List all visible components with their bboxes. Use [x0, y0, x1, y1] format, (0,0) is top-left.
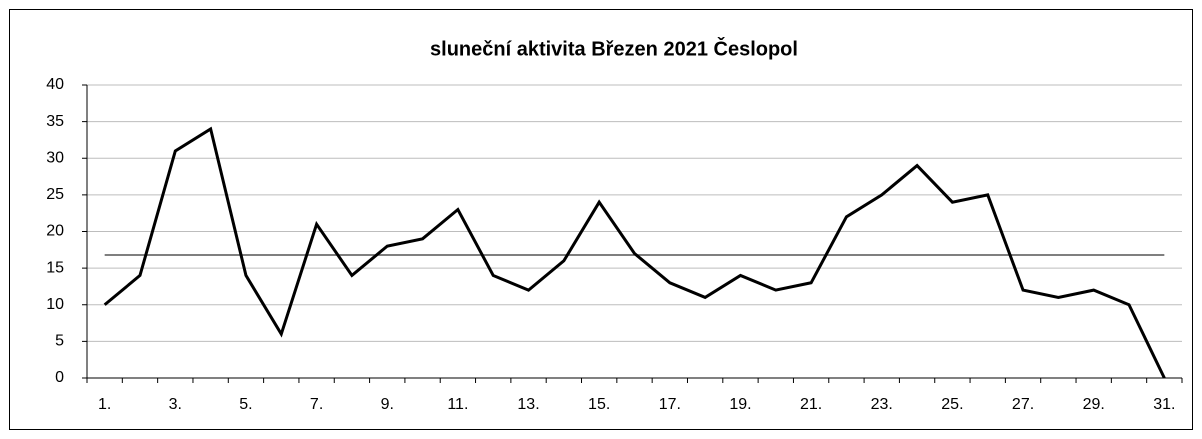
- y-tick-label: 35: [46, 113, 64, 130]
- x-tick-label: 29.: [1083, 396, 1105, 413]
- x-tick-label: 25.: [941, 396, 963, 413]
- y-tick-label: 5: [55, 333, 64, 350]
- x-tick-label: 9.: [381, 396, 394, 413]
- x-tick-label: 3.: [169, 396, 182, 413]
- x-tick-label: 17.: [659, 396, 681, 413]
- x-tick-label: 5.: [239, 396, 252, 413]
- y-tick-label: 40: [46, 76, 64, 93]
- x-tick-label: 27.: [1012, 396, 1034, 413]
- x-tick-label: 21.: [800, 396, 822, 413]
- x-tick-label: 11.: [447, 396, 468, 413]
- y-tick-label: 15: [46, 259, 64, 276]
- x-tick-label: 1.: [98, 396, 111, 413]
- y-tick-label: 25: [46, 186, 64, 203]
- x-tick-label: 7.: [310, 396, 323, 413]
- y-tick-label: 10: [46, 296, 64, 313]
- x-tick-label: 31.: [1153, 396, 1175, 413]
- x-tick-label: 13.: [517, 396, 539, 413]
- chart-title: sluneční aktivita Březen 2021 Česlopol: [430, 36, 798, 60]
- x-tick-label: 19.: [729, 396, 751, 413]
- x-tick-label: 23.: [871, 396, 893, 413]
- y-tick-label: 0: [55, 369, 64, 386]
- y-tick-label: 30: [46, 149, 64, 166]
- y-tick-label: 20: [46, 223, 64, 240]
- data-line: [103, 126, 1166, 379]
- x-tick-label: 15.: [588, 396, 610, 413]
- chart-border: [9, 9, 1193, 430]
